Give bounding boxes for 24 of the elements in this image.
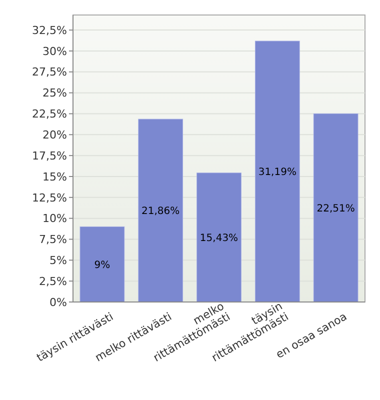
- data-label: 22,51%: [316, 203, 355, 214]
- y-tick-label: 27,5%: [32, 66, 67, 79]
- bar: [196, 172, 242, 302]
- data-label: 9%: [94, 260, 110, 271]
- y-tick-label: 30%: [42, 44, 67, 58]
- bar: [254, 40, 300, 302]
- y-tick-label: 0%: [50, 296, 67, 309]
- data-label: 21,86%: [142, 206, 180, 218]
- y-tick-label: 32,5%: [32, 24, 67, 37]
- y-tick-label: 17,5%: [32, 149, 67, 162]
- y-tick-label: 10%: [42, 212, 67, 226]
- data-label: 31,19%: [258, 167, 296, 178]
- y-tick-label: 25%: [42, 86, 67, 100]
- y-tick-label: 5%: [50, 254, 67, 268]
- y-tick-label: 12,5%: [32, 191, 67, 204]
- data-label: 15,43%: [200, 232, 238, 244]
- y-tick-label: 20%: [42, 128, 67, 142]
- bar: [138, 118, 184, 302]
- bar: [313, 113, 358, 302]
- y-tick-label: 22,5%: [32, 108, 67, 121]
- y-tick-label: 2,5%: [39, 274, 67, 288]
- y-tick-label: 7,5%: [39, 233, 67, 246]
- y-tick-label: 15%: [42, 170, 67, 184]
- bar: [80, 226, 125, 302]
